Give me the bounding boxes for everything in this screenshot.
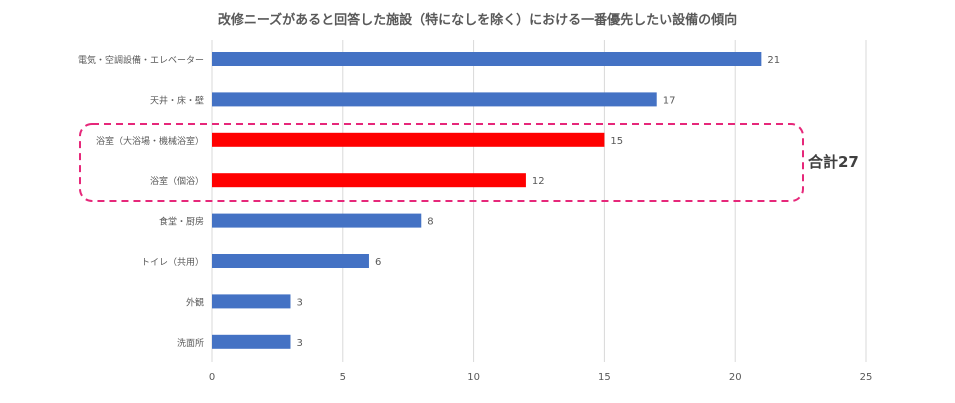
- category-label: 浴室（大浴場・機械浴室）: [96, 135, 204, 147]
- data-label: 8: [427, 217, 433, 228]
- category-label: 天井・床・壁: [150, 94, 204, 106]
- bar: [212, 254, 369, 268]
- x-tick-label: 5: [340, 372, 346, 383]
- bar: [212, 173, 526, 188]
- data-label: 3: [296, 297, 302, 308]
- bar: [212, 213, 422, 228]
- category-label: 浴室（個浴）: [150, 175, 204, 187]
- data-label: 3: [296, 338, 302, 349]
- chart-title: 改修ニーズがあると回答した施設（特になしを除く）における一番優先したい設備の傾向: [217, 13, 738, 28]
- x-tick-label: 15: [598, 372, 611, 383]
- category-label: 食堂・厨房: [159, 216, 204, 228]
- total-annotation: 合計27: [808, 153, 859, 171]
- x-tick-label: 25: [860, 372, 873, 383]
- data-label: 21: [767, 55, 780, 66]
- bar: [212, 52, 762, 66]
- highlight-box: [79, 123, 804, 202]
- data-label: 17: [663, 95, 676, 106]
- bar: [212, 132, 605, 147]
- category-label: 外観: [186, 296, 204, 308]
- data-label: 12: [532, 176, 545, 187]
- category-label: 電気・空調設備・エレベーター: [78, 54, 204, 66]
- x-tick-label: 20: [729, 372, 742, 383]
- bar: [212, 294, 291, 309]
- x-tick-label: 0: [209, 372, 215, 383]
- bar: [212, 92, 657, 107]
- data-label: 6: [375, 257, 381, 268]
- category-label: 洗面所: [177, 337, 204, 349]
- bar: [212, 334, 291, 349]
- data-label: 15: [610, 136, 623, 147]
- category-label: トイレ（共用）: [141, 257, 204, 268]
- x-tick-label: 10: [467, 372, 480, 383]
